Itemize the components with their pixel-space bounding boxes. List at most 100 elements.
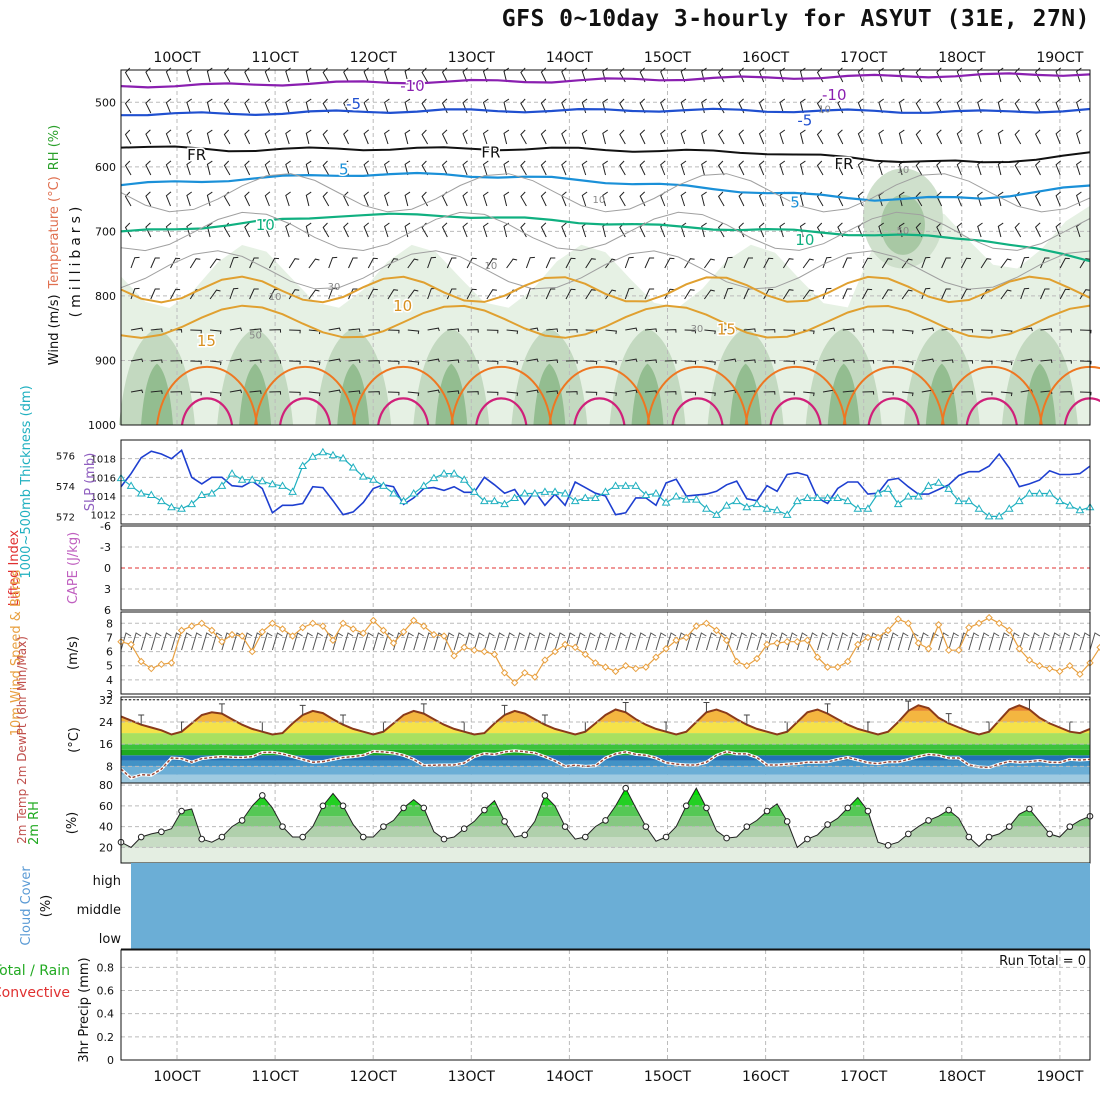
wind-speed-marker (591, 659, 600, 667)
wind-barb (619, 191, 626, 207)
contour-label: -10 (400, 77, 425, 95)
lifted-tick-label: -6 (100, 520, 111, 533)
surface-wind-barb (816, 632, 828, 651)
surface-wind-barb (584, 632, 596, 651)
thickness-marker (883, 484, 893, 492)
wind-barb (704, 391, 716, 397)
surface-wind-barb (746, 632, 758, 651)
dewpt-line (120, 750, 1091, 779)
wind-speed-marker (753, 654, 761, 663)
wind-barb (1020, 256, 1030, 269)
wind-barb (921, 256, 931, 269)
rh-band (121, 805, 1090, 817)
wind-barb (249, 288, 259, 300)
rh-tick-label: 40 (99, 821, 113, 834)
wind-barb (206, 67, 213, 83)
wind-speed-marker (490, 650, 499, 659)
temp-band (121, 721, 1090, 734)
wind-barb (322, 129, 330, 145)
wind-barb (624, 256, 634, 269)
thickness-marker (803, 493, 812, 502)
wind-speed-marker (531, 673, 539, 681)
wind-barb (407, 329, 420, 335)
lifted-cape-panel: -6 -3 0 3 6 Lifted Index CAPE (J/kg) (7, 520, 1091, 617)
rh-plume-core (435, 363, 468, 425)
wind-speed-marker (833, 663, 842, 671)
thickness-marker (732, 496, 742, 505)
wind-barb (540, 129, 547, 145)
wind-barb (145, 191, 152, 207)
wind-barb (546, 328, 559, 332)
rh-contour-label: 30 (328, 282, 341, 293)
rh-contour-label: 10 (485, 261, 498, 272)
isotherm-25-arch (671, 397, 724, 426)
temp-minmax-bar (340, 714, 347, 725)
wind-barb (881, 258, 893, 269)
bottom-date-label: 12OCT (350, 1069, 398, 1085)
wind-barb (229, 287, 239, 300)
surface-wind-barb (988, 632, 1000, 651)
wind-barb (758, 67, 765, 83)
precip-tick-label: 0 (107, 1054, 114, 1067)
rh-marker (339, 802, 347, 810)
wind-barb (447, 390, 460, 394)
wind-barb (145, 67, 152, 83)
rh-marker (1066, 823, 1074, 830)
panel-ylabel: 2m Temp 2m DewPt (6hr Min/Max) (15, 636, 29, 844)
contour-label: FR (187, 146, 206, 164)
wind-barb (269, 391, 282, 395)
rh-marker (541, 792, 549, 799)
wind-barb (602, 160, 608, 176)
rh-marker (642, 823, 650, 830)
wind-barb (446, 257, 457, 269)
wind-barb (901, 289, 913, 300)
surface-wind-barb (524, 632, 536, 651)
thickness-marker (681, 495, 691, 503)
wind-barb (723, 256, 733, 269)
wind-barb (446, 288, 457, 300)
wind-barb (165, 191, 172, 207)
wind-barb (289, 391, 301, 396)
wind-barb (701, 129, 707, 145)
surface-wind-barb (453, 632, 465, 651)
wind-speed-marker (702, 619, 711, 628)
wind-barb (664, 329, 677, 333)
wind-barb (285, 160, 291, 176)
wind-barb (229, 327, 243, 332)
surface-wind-barb (716, 632, 727, 651)
wind-barb (387, 391, 400, 396)
isotherm-20-arch (352, 365, 455, 426)
thickness-marker (560, 488, 570, 497)
top-date-label: 11OCT (252, 50, 300, 66)
temp-band (121, 705, 1090, 711)
thickness-marker (964, 496, 974, 505)
wind-barb (1014, 160, 1022, 176)
wind-barb (799, 129, 806, 145)
surface-wind-barb (594, 632, 606, 651)
isotherm-20-arch (548, 365, 651, 426)
wind-barb (941, 288, 951, 300)
rh-marker (804, 835, 811, 843)
wind-barb (779, 222, 786, 238)
isotherm-15 (120, 304, 1091, 339)
wind-barb (363, 222, 370, 238)
pressure-tick-label: 800 (95, 290, 116, 303)
wind-speed-marker (682, 633, 690, 642)
slp-line (120, 448, 1091, 516)
wind-barb (842, 359, 855, 363)
thickness-marker (358, 472, 368, 480)
wind-tick-label: 3 (106, 688, 113, 701)
thickness-marker (691, 495, 701, 503)
wind-barb (486, 391, 499, 396)
wind-barb (680, 129, 687, 145)
bottom-date-label: 19OCT (1036, 1069, 1084, 1085)
wind-barb (520, 160, 527, 176)
wind-barb (308, 258, 320, 269)
rh-marker (198, 835, 206, 843)
wind-barb (977, 191, 983, 207)
thickness-marker (712, 510, 721, 518)
wind-speed-marker (167, 659, 176, 667)
top-date-label: 18OCT (938, 50, 986, 66)
wind-barb (842, 288, 852, 300)
wind-barb (124, 222, 132, 238)
